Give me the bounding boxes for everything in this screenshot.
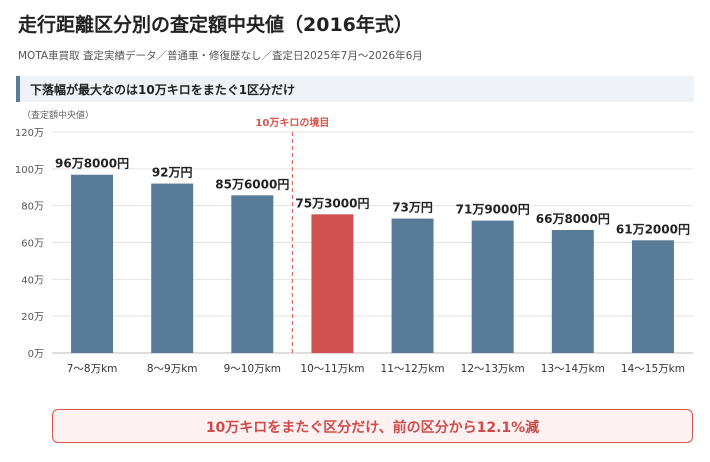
y-tick-label: 60万 <box>21 239 44 250</box>
y-tick-label: 20万 <box>21 312 44 323</box>
y-tick-label: 80万 <box>21 202 44 213</box>
bar <box>231 195 274 353</box>
bar-value-label: 61万2000円 <box>616 222 690 236</box>
callout-text: 10万キロをまたぐ区分だけ、前の区分から12.1%減 <box>205 420 540 436</box>
bar-value-label: 92万円 <box>152 166 193 180</box>
y-tick-label: 0万 <box>28 349 44 360</box>
y-axis-label: （査定額中央値） <box>22 109 94 121</box>
x-tick-label: 8〜9万km <box>147 363 198 375</box>
bar-value-label: 66万8000円 <box>536 212 610 226</box>
headline-text: 下落幅が最大なのは10万キロをまたぐ1区分だけ <box>30 83 296 97</box>
x-tick-label: 10〜11万km <box>300 363 364 375</box>
x-tick-label: 13〜14万km <box>541 363 605 375</box>
y-tick-label: 100万 <box>15 165 44 176</box>
bar <box>551 229 594 353</box>
bar <box>311 214 354 353</box>
headline-banner: 下落幅が最大なのは10万キロをまたぐ1区分だけ <box>16 76 694 102</box>
x-tick-label: 9〜10万km <box>224 363 281 375</box>
bar <box>631 240 674 353</box>
bar <box>71 174 114 353</box>
bar-value-label: 75万3000円 <box>295 196 369 210</box>
bar-value-label: 73万円 <box>392 201 433 215</box>
bar <box>391 218 434 353</box>
x-tick-label: 7〜8万km <box>67 363 118 375</box>
bar <box>471 220 514 353</box>
page-title: 走行距離区分別の査定額中央値（2016年式） <box>18 14 413 36</box>
bar <box>151 183 194 353</box>
x-tick-label: 14〜15万km <box>621 363 685 375</box>
page-subtitle: MOTA車買取 査定実績データ／普通車・修復歴なし／査定日2025年7月〜202… <box>18 50 423 62</box>
bar-value-label: 71万9000円 <box>456 203 530 217</box>
y-tick-label: 40万 <box>21 275 44 286</box>
x-tick-label: 12〜13万km <box>461 363 525 375</box>
boundary-marker-label: 10万キロの境目 <box>255 116 329 129</box>
bar-value-label: 96万8000円 <box>55 157 129 171</box>
x-tick-label: 11〜12万km <box>381 363 445 375</box>
bar-value-label: 85万6000円 <box>215 177 289 191</box>
callout-box: 10万キロをまたぐ区分だけ、前の区分から12.1%減 <box>52 409 693 443</box>
y-tick-label: 120万 <box>15 128 44 139</box>
